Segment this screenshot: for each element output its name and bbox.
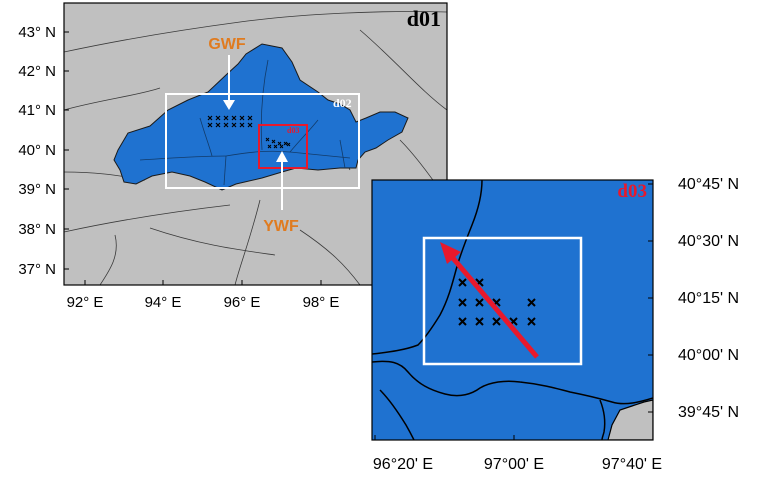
d03-inset-label: d03 (617, 181, 647, 202)
main-lat-label: 41° N (18, 102, 56, 119)
inset-gray-land (607, 399, 653, 440)
main-lon-label: 94° E (145, 294, 182, 311)
highlighted-province (113, 43, 409, 191)
county-lines (139, 59, 351, 186)
inset-lat-tick-marks (648, 183, 653, 413)
main-lon-label: 92° E (67, 294, 104, 311)
main-lat-label: 42° N (18, 63, 56, 80)
inset-map-background (372, 180, 653, 440)
ywf-label: YWF (263, 218, 299, 235)
main-lat-label: 39° N (18, 181, 56, 198)
inset-lat-label: 40°15' N (678, 290, 739, 307)
gwf-label: GWF (208, 36, 246, 53)
main-lat-label: 43° N (18, 24, 56, 41)
main-lon-tick-marks (84, 280, 322, 285)
main-lat-label: 38° N (18, 221, 56, 238)
main-lon-label: 96° E (224, 294, 261, 311)
inset-lat-label: 40°30' N (678, 233, 739, 250)
wind-direction-arrow (440, 242, 539, 359)
main-lat-tick-marks (64, 31, 69, 270)
inset-lat-label: 40°45' N (678, 176, 739, 193)
d02-label: d02 (333, 96, 352, 110)
inset-map-frame (371, 179, 654, 441)
study-area-box (422, 236, 583, 366)
main-lat-label: 37° N (18, 261, 56, 278)
inset-turbine-markers (458, 278, 536, 326)
inset-boundaries (372, 180, 653, 440)
main-lat-label: 40° N (18, 142, 56, 159)
main-lon-label: 98° E (303, 294, 340, 311)
ywf-arrow (276, 151, 288, 210)
inset-lon-label: 97°40' E (602, 456, 662, 473)
inset-lat-label: 40°00' N (678, 347, 739, 364)
inset-lon-label: 96°20' E (373, 456, 433, 473)
d03-small-label: d03 (287, 126, 299, 135)
inset-map: d03 40°45' N 40°30' N 40°15' N 40°00' N … (371, 176, 739, 473)
d01-label: d01 (407, 6, 441, 31)
main-map-frame (63, 2, 448, 286)
gwf-turbine-markers (207, 115, 253, 128)
d02-box (165, 93, 360, 189)
inset-lat-label: 39°45' N (678, 404, 739, 421)
ywf-turbine-markers (265, 137, 291, 149)
inset-lon-tick-marks (374, 435, 654, 440)
gwf-arrow (223, 55, 235, 110)
inset-lon-label: 97°00' E (484, 456, 544, 473)
main-map: d02 d03 GWF YWF d01 43 (18, 2, 448, 311)
